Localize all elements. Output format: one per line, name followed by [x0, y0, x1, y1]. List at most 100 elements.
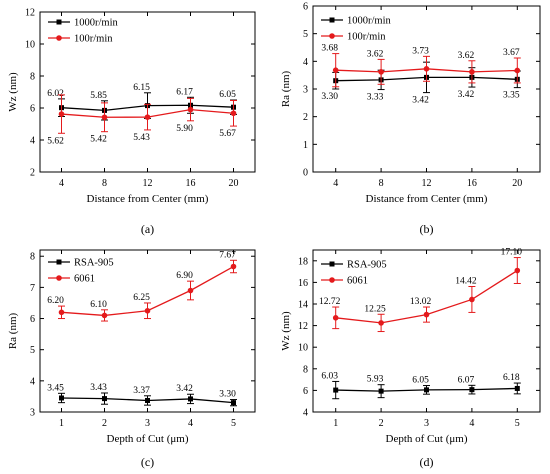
- y-tick-label: 8: [303, 364, 308, 375]
- data-point: [469, 296, 475, 303]
- x-tick-label: 4: [333, 178, 338, 189]
- data-point: [378, 388, 384, 394]
- data-label: 12.72: [319, 297, 341, 307]
- y-tick-label: 8: [30, 72, 35, 83]
- y-tick-label: 3: [30, 408, 35, 419]
- data-point: [231, 400, 236, 406]
- data-point: [378, 69, 384, 75]
- x-tick-label: 16: [186, 178, 196, 189]
- data-label: 3.30: [321, 92, 338, 102]
- data-point: [333, 387, 339, 393]
- x-axis-title: Distance from Center (mm): [87, 193, 209, 205]
- data-point: [378, 320, 384, 326]
- data-point: [424, 387, 429, 393]
- y-tick-label: 1: [303, 140, 308, 151]
- data-label: 5.93: [367, 375, 384, 385]
- data-label: 3.62: [458, 51, 475, 61]
- x-tick-label: 4: [188, 418, 193, 429]
- data-label: 6.20: [47, 296, 64, 306]
- y-tick-label: 5: [30, 345, 35, 356]
- data-label: 14.42: [455, 277, 477, 287]
- x-tick-label: 1: [333, 418, 338, 429]
- y-tick-label: 0: [303, 168, 308, 179]
- y-axis-title: Ra (nm): [280, 70, 292, 107]
- data-point: [423, 311, 430, 318]
- data-label: 6.05: [412, 376, 429, 386]
- data-label: 3.42: [458, 90, 475, 100]
- y-tick-label: 4: [30, 376, 35, 387]
- data-point: [102, 396, 107, 402]
- data-label: 3.45: [47, 383, 64, 393]
- x-tick-label: 5: [231, 418, 236, 429]
- series-2: 5.62 5.42 5.43 5.90 5.67: [47, 94, 237, 146]
- data-label: 17.10: [501, 248, 523, 258]
- y-tick-label: 6: [303, 386, 308, 397]
- data-point: [187, 287, 194, 294]
- data-label: 5.43: [133, 133, 150, 143]
- x-tick-label: 5: [515, 418, 520, 429]
- legend-label: RSA-905: [347, 260, 387, 271]
- y-tick-label: 14: [298, 300, 308, 311]
- y-tick-label: 3: [303, 85, 308, 96]
- y-tick-label: 12: [298, 321, 308, 332]
- y-tick-label: 8: [30, 252, 35, 263]
- data-point: [144, 307, 151, 314]
- data-point: [423, 66, 430, 72]
- data-point: [145, 397, 150, 403]
- y-tick-label: 2: [303, 112, 308, 123]
- data-label: 3.68: [321, 44, 338, 54]
- y-tick-label: 18: [298, 256, 308, 267]
- legend-label: 100r/min: [74, 34, 113, 45]
- data-label: 7.67: [219, 250, 236, 260]
- x-axis-title: Depth of Cut (μm): [107, 433, 189, 445]
- series-1: 6.02 5.85 6.15 6.17 6.05: [47, 83, 237, 121]
- x-tick-label: 16: [467, 178, 477, 189]
- y-tick-label: 6: [30, 104, 35, 115]
- data-label: 3.30: [219, 390, 236, 400]
- data-label: 6.10: [90, 300, 107, 310]
- data-point: [59, 395, 64, 401]
- data-point: [332, 315, 339, 321]
- y-axis-title: Ra (nm): [7, 312, 19, 349]
- data-label: 3.67: [503, 48, 520, 58]
- data-point: [144, 114, 151, 120]
- data-label: 6.02: [47, 89, 64, 99]
- data-label: 6.90: [176, 271, 193, 281]
- x-tick-label: 8: [102, 178, 107, 189]
- y-tick-label: 10: [25, 40, 35, 51]
- data-point: [230, 263, 237, 270]
- data-label: 5.42: [90, 135, 107, 145]
- data-point: [332, 67, 339, 73]
- x-tick-label: 4: [59, 178, 64, 189]
- data-label: 5.85: [90, 91, 107, 101]
- legend-marker: [56, 259, 62, 265]
- y-tick-label: 4: [303, 57, 308, 68]
- data-point: [101, 312, 108, 319]
- chart-panel-a: 2 4 6 8 10 12 4 8 12 16 20 Distance from Center (mm…: [7, 8, 256, 236]
- x-tick-label: 8: [379, 178, 384, 189]
- legend-label: 6061: [347, 276, 368, 287]
- y-tick-label: 7: [30, 283, 35, 294]
- data-label: 6.03: [321, 371, 338, 381]
- data-label: 6.15: [133, 83, 150, 93]
- data-point: [101, 114, 108, 121]
- data-label: 13.02: [410, 297, 432, 307]
- x-tick-label: 1: [59, 418, 64, 429]
- legend-marker: [56, 19, 62, 25]
- y-axis-title: Wz (nm): [7, 72, 19, 112]
- legend-marker: [56, 275, 62, 281]
- data-label: 3.42: [176, 384, 193, 394]
- data-label: 3.62: [367, 49, 384, 59]
- y-tick-label: 4: [303, 408, 308, 419]
- panel-label: (c): [141, 455, 154, 469]
- data-label: 6.18: [503, 373, 520, 383]
- x-tick-label: 20: [512, 178, 522, 189]
- legend-marker: [329, 261, 335, 267]
- y-tick-label: 6: [303, 2, 308, 13]
- y-tick-label: 12: [25, 8, 35, 19]
- x-tick-label: 12: [422, 178, 432, 189]
- legend-label: 100r/min: [347, 32, 386, 43]
